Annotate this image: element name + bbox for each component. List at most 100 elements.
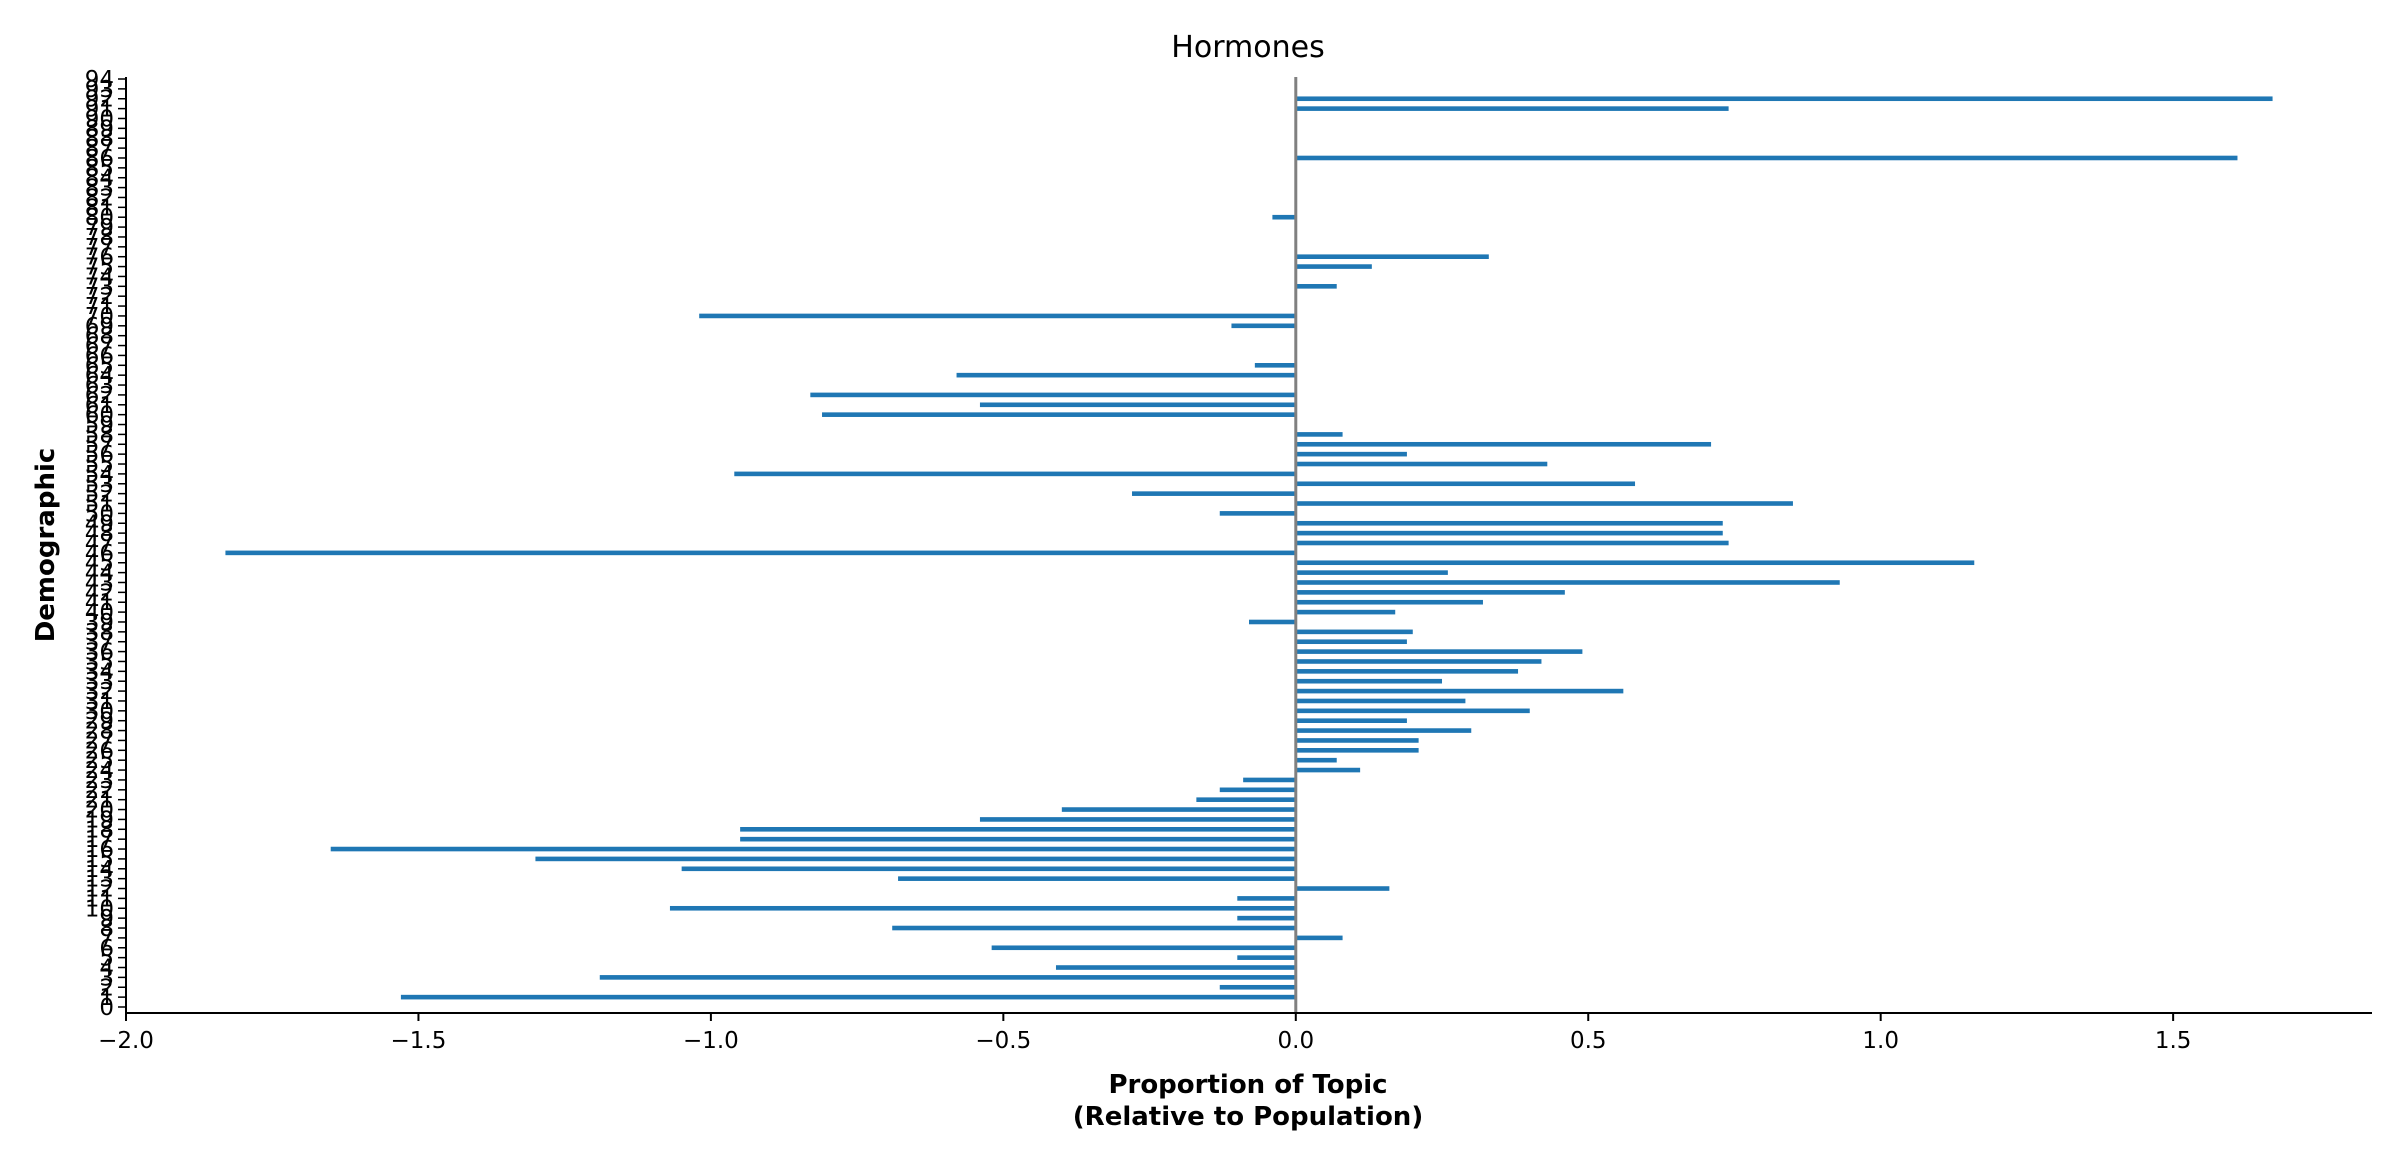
y-tick-label: 26 — [85, 738, 114, 764]
bar-75 — [1295, 264, 1372, 269]
bar-56 — [1295, 451, 1407, 457]
y-tick-label: 74 — [85, 264, 114, 290]
bar-31 — [1295, 698, 1466, 704]
axes-layer: −2.0 −1.5 −1.0 −0.5 0.0 0.5 1.0 1.5012345678910… — [85, 67, 2372, 1054]
y-tick-label: 2 — [99, 975, 114, 1001]
y-tick-label: 71 — [85, 294, 114, 320]
bar-10 — [669, 905, 1296, 911]
y-tick-label: 41 — [85, 590, 114, 616]
bar-32 — [1295, 688, 1624, 694]
y-tick-label: 49 — [85, 511, 114, 537]
y-tick-label: 57 — [85, 432, 114, 458]
bar-20 — [1061, 807, 1296, 812]
y-tick-label: 38 — [85, 620, 114, 646]
bar-6 — [991, 945, 1296, 951]
bar-50 — [1219, 511, 1296, 516]
y-tick-label: 60 — [85, 403, 114, 429]
y-axis-label: Demographic — [31, 448, 61, 643]
y-tick-label: 79 — [85, 215, 114, 241]
bar-21 — [1196, 797, 1296, 802]
y-tick-label: 73 — [85, 274, 114, 300]
bar-12 — [1295, 886, 1390, 891]
y-tick-label: 84 — [85, 166, 114, 192]
y-tick-label: 92 — [85, 87, 114, 113]
bar-52 — [1132, 491, 1296, 496]
bar-51 — [1295, 501, 1793, 506]
x-axis-label: Proportion of Topic (Relative to Populati… — [1073, 1070, 1423, 1132]
y-tick-label: 4 — [99, 956, 114, 982]
bar-45 — [1295, 560, 1975, 566]
y-tick-label: 16 — [85, 837, 114, 863]
bar-30 — [1295, 708, 1530, 714]
y-tick-label: 12 — [85, 877, 114, 903]
y-tick-label: 34 — [85, 659, 114, 685]
y-tick-label: 1 — [99, 985, 114, 1011]
bar-60 — [822, 412, 1296, 417]
bar-23 — [1243, 777, 1296, 783]
y-tick-label: 15 — [85, 847, 114, 873]
bar-65 — [1254, 363, 1296, 368]
bar-11 — [1237, 896, 1296, 901]
y-tick-label: 51 — [85, 492, 114, 518]
bar-33 — [1295, 678, 1443, 684]
y-tick-label: 42 — [85, 580, 114, 606]
y-tick-label: 47 — [85, 531, 114, 557]
y-tick-label: 70 — [85, 304, 114, 330]
y-tick-label: 53 — [85, 472, 114, 498]
bar-70 — [699, 313, 1296, 319]
bar-8 — [892, 925, 1296, 931]
bar-1 — [400, 994, 1296, 1000]
bar-29 — [1295, 718, 1407, 723]
y-tick-label: 40 — [85, 600, 114, 626]
y-tick-label: 39 — [85, 610, 114, 636]
y-tick-label: 23 — [85, 768, 114, 794]
bar-43 — [1295, 580, 1840, 585]
y-tick-label: 9 — [99, 906, 114, 932]
bar-38 — [1295, 629, 1413, 635]
y-tick-label: 3 — [99, 965, 114, 991]
y-tick-label: 36 — [85, 640, 114, 666]
y-tick-label: 8 — [99, 916, 114, 942]
y-tick-label: 64 — [85, 363, 114, 389]
y-tick-label: 81 — [85, 195, 114, 221]
y-tick-label: 76 — [85, 245, 114, 271]
y-tick-label: 86 — [85, 146, 114, 172]
y-tick-label: 32 — [85, 679, 114, 705]
y-tick-label: 37 — [85, 630, 114, 656]
y-tick-label: 28 — [85, 719, 114, 745]
y-tick-label: 50 — [85, 501, 114, 527]
bar-73 — [1295, 284, 1337, 289]
bar-39 — [1249, 619, 1296, 625]
y-tick-label: 91 — [85, 97, 114, 123]
bar-91 — [1295, 106, 1729, 111]
bar-18 — [740, 827, 1296, 832]
x-tick-label: 0.5 — [1570, 1028, 1607, 1054]
y-tick-label: 62 — [85, 383, 114, 409]
bar-27 — [1295, 738, 1419, 743]
bar-35 — [1295, 659, 1542, 664]
y-tick-label: 58 — [85, 422, 114, 448]
bar-16 — [330, 846, 1296, 852]
y-tick-label: 85 — [85, 156, 114, 182]
bar-7 — [1295, 935, 1343, 941]
x-axis-label-line: Proportion of Topic — [1108, 1070, 1387, 1100]
y-tick-label: 25 — [85, 748, 114, 774]
y-tick-label: 48 — [85, 521, 114, 547]
y-tick-label: 66 — [85, 343, 114, 369]
bar-76 — [1295, 254, 1489, 259]
bar-22 — [1219, 787, 1296, 793]
y-tick-label: 80 — [85, 205, 114, 231]
y-tick-label: 93 — [85, 77, 114, 103]
bar-4 — [1055, 965, 1296, 970]
bar-13 — [898, 876, 1296, 881]
y-tick-label: 13 — [85, 867, 114, 893]
y-tick-label: 77 — [85, 235, 114, 261]
y-tick-label: 27 — [85, 728, 114, 754]
y-tick-label: 17 — [85, 827, 114, 853]
y-tick-label: 88 — [85, 126, 114, 152]
y-tick-label: 18 — [85, 817, 114, 843]
y-tick-label: 45 — [85, 551, 114, 577]
y-tick-label: 31 — [85, 689, 114, 715]
x-tick-label: −0.5 — [975, 1028, 1031, 1054]
